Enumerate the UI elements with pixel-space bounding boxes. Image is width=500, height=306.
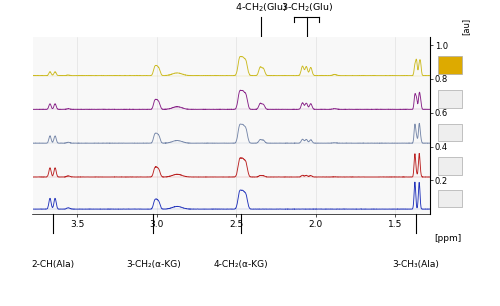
Text: [au]: [au]: [462, 18, 471, 35]
FancyBboxPatch shape: [438, 158, 462, 175]
FancyBboxPatch shape: [438, 190, 462, 207]
Text: 3-CH₃(Ala): 3-CH₃(Ala): [392, 260, 439, 269]
Text: 4-CH₂(α-KG): 4-CH₂(α-KG): [214, 260, 268, 269]
FancyBboxPatch shape: [438, 56, 462, 74]
Text: 4-CH$_2$(Glu): 4-CH$_2$(Glu): [235, 2, 288, 14]
Text: 3-CH$_2$(Glu): 3-CH$_2$(Glu): [280, 2, 333, 14]
Text: 3-CH₂(α-KG): 3-CH₂(α-KG): [126, 260, 180, 269]
FancyBboxPatch shape: [438, 90, 462, 108]
Text: 2-CH(Ala): 2-CH(Ala): [32, 260, 74, 269]
Text: [ppm]: [ppm]: [434, 234, 462, 243]
FancyBboxPatch shape: [438, 124, 462, 141]
